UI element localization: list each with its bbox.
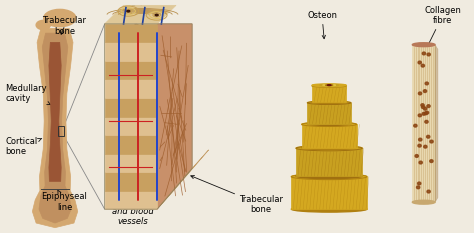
Polygon shape	[105, 172, 157, 191]
Ellipse shape	[412, 200, 435, 204]
Ellipse shape	[323, 85, 336, 86]
Ellipse shape	[302, 145, 356, 150]
Polygon shape	[105, 116, 157, 135]
Ellipse shape	[427, 53, 430, 56]
Polygon shape	[105, 79, 157, 98]
Polygon shape	[105, 61, 157, 79]
Ellipse shape	[427, 105, 430, 107]
Polygon shape	[292, 177, 367, 209]
Ellipse shape	[302, 122, 356, 127]
Ellipse shape	[423, 90, 427, 93]
Ellipse shape	[425, 120, 428, 123]
Circle shape	[155, 14, 158, 16]
Ellipse shape	[292, 174, 367, 180]
Text: Nerves
and blood
vessels: Nerves and blood vessels	[112, 185, 154, 226]
Polygon shape	[105, 42, 157, 61]
Polygon shape	[32, 28, 78, 228]
Polygon shape	[105, 98, 157, 116]
Ellipse shape	[421, 64, 425, 67]
Ellipse shape	[36, 20, 50, 30]
Polygon shape	[105, 154, 157, 172]
Ellipse shape	[320, 85, 338, 86]
Ellipse shape	[430, 140, 433, 143]
Ellipse shape	[417, 186, 420, 189]
Polygon shape	[308, 103, 351, 124]
Ellipse shape	[424, 107, 427, 110]
Polygon shape	[157, 150, 209, 209]
Polygon shape	[412, 45, 435, 202]
Ellipse shape	[414, 124, 417, 127]
Ellipse shape	[419, 138, 422, 141]
Polygon shape	[157, 24, 192, 209]
Ellipse shape	[421, 106, 425, 109]
Ellipse shape	[296, 173, 362, 179]
Ellipse shape	[422, 52, 426, 55]
Polygon shape	[312, 86, 346, 102]
Text: Cortical
bone: Cortical bone	[5, 137, 42, 156]
Text: Epiphyseal
line: Epiphyseal line	[42, 190, 87, 212]
Ellipse shape	[326, 85, 333, 86]
Ellipse shape	[424, 145, 427, 148]
Ellipse shape	[421, 104, 424, 106]
Ellipse shape	[418, 182, 421, 185]
Ellipse shape	[427, 135, 430, 138]
Ellipse shape	[418, 61, 421, 64]
Polygon shape	[49, 42, 61, 181]
Polygon shape	[296, 148, 362, 176]
Polygon shape	[302, 124, 356, 147]
Polygon shape	[39, 33, 71, 223]
Bar	[58, 126, 64, 136]
Ellipse shape	[427, 190, 430, 193]
Text: Osteon: Osteon	[307, 11, 337, 39]
Ellipse shape	[422, 112, 426, 115]
Ellipse shape	[418, 144, 421, 147]
Ellipse shape	[415, 154, 419, 157]
Ellipse shape	[425, 111, 428, 114]
Ellipse shape	[292, 206, 367, 212]
Ellipse shape	[44, 9, 76, 27]
Polygon shape	[105, 135, 157, 154]
Text: Trabecular
bone: Trabecular bone	[43, 17, 86, 36]
Text: Osteon: Osteon	[130, 5, 160, 27]
Ellipse shape	[328, 85, 331, 86]
Ellipse shape	[296, 146, 362, 151]
Polygon shape	[105, 24, 157, 42]
Circle shape	[127, 10, 130, 12]
Polygon shape	[105, 5, 176, 24]
Ellipse shape	[419, 161, 422, 164]
Ellipse shape	[312, 84, 346, 87]
Ellipse shape	[412, 43, 435, 47]
Ellipse shape	[424, 112, 428, 115]
Text: Collagen
fibre: Collagen fibre	[424, 6, 461, 51]
Ellipse shape	[419, 92, 422, 95]
Ellipse shape	[430, 160, 433, 162]
Polygon shape	[435, 45, 438, 202]
Ellipse shape	[308, 122, 351, 125]
Ellipse shape	[418, 114, 421, 117]
Polygon shape	[105, 191, 157, 209]
Ellipse shape	[312, 101, 346, 103]
Text: Medullary
cavity: Medullary cavity	[5, 84, 51, 105]
Ellipse shape	[425, 82, 428, 85]
Ellipse shape	[308, 101, 351, 105]
Text: Trabecular
bone: Trabecular bone	[191, 175, 283, 214]
Ellipse shape	[312, 85, 346, 87]
